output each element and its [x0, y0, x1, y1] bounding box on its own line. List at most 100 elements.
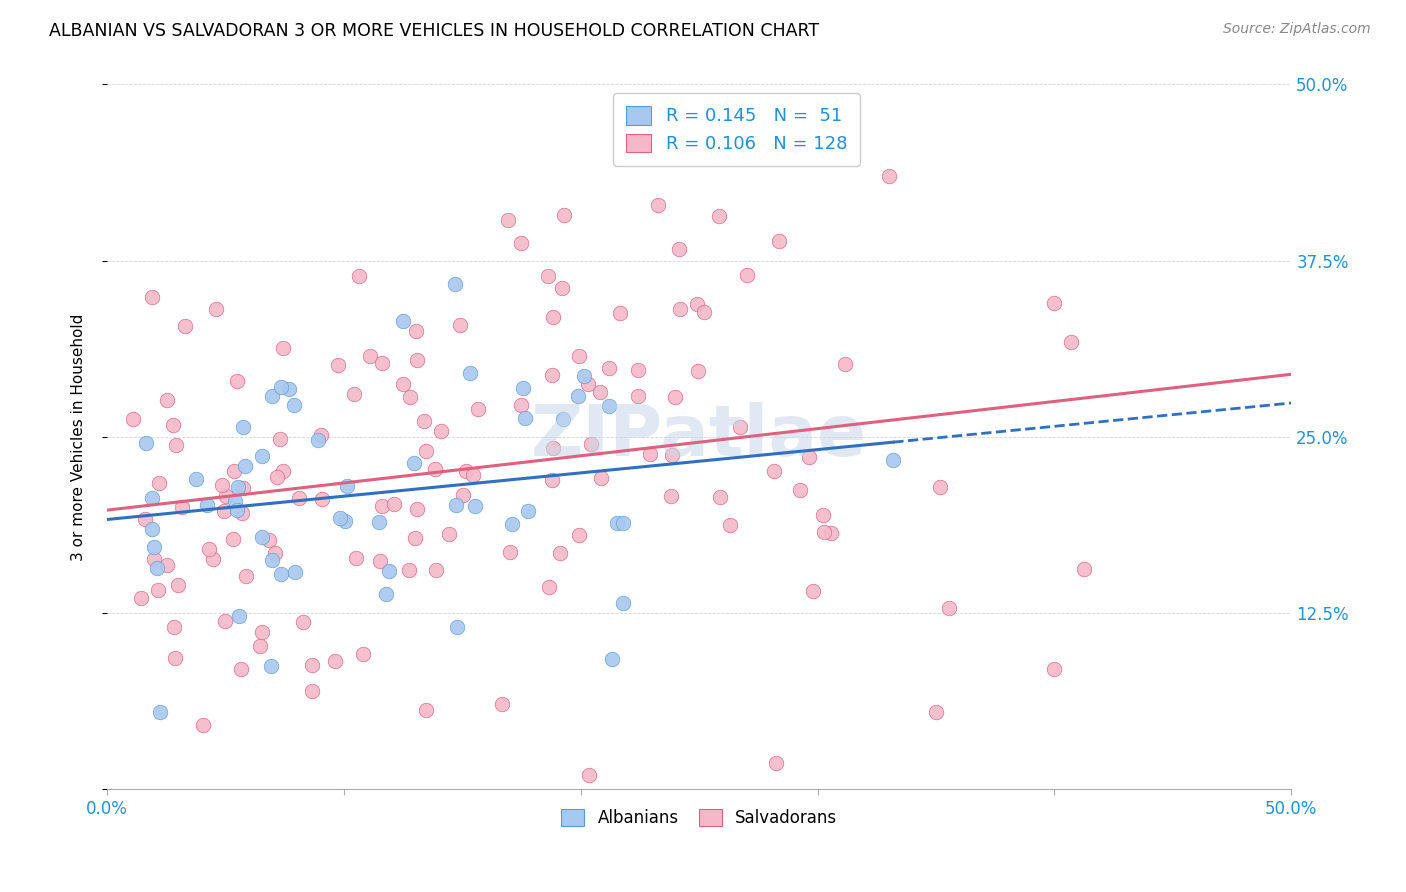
Point [344, 550, 367, 565]
Point [444, 277, 467, 292]
Point [568, 528, 591, 542]
Point [391, 377, 413, 392]
Point [425, 563, 447, 577]
Point [406, 352, 429, 367]
Point [231, 506, 253, 520]
Point [174, 319, 197, 334]
Point [763, 464, 786, 478]
Point [186, 472, 208, 486]
Point [336, 479, 359, 493]
Point [266, 470, 288, 484]
Point [328, 358, 350, 372]
Point [311, 491, 333, 506]
Point [392, 313, 415, 327]
Point [270, 380, 292, 394]
Point [398, 390, 420, 404]
Point [453, 488, 475, 502]
Point [437, 527, 460, 541]
Point [491, 697, 513, 711]
Point [269, 432, 291, 446]
Point [224, 494, 246, 508]
Point [135, 435, 157, 450]
Point [205, 301, 228, 316]
Point [301, 658, 323, 673]
Point [165, 651, 187, 665]
Point [567, 389, 589, 403]
Point [329, 511, 352, 525]
Point [257, 533, 280, 547]
Point [271, 341, 294, 355]
Text: ALBANIAN VS SALVADORAN 3 OR MORE VEHICLES IN HOUSEHOLD CORRELATION CHART: ALBANIAN VS SALVADORAN 3 OR MORE VEHICLE… [49, 22, 820, 40]
Point [228, 608, 250, 623]
Point [551, 280, 574, 294]
Point [458, 366, 481, 380]
Point [612, 516, 634, 530]
Point [226, 374, 249, 388]
Point [172, 500, 194, 514]
Point [405, 324, 427, 338]
Point [413, 414, 436, 428]
Point [165, 438, 187, 452]
Point [375, 586, 398, 600]
Y-axis label: 3 or more Vehicles in Household: 3 or more Vehicles in Household [72, 313, 86, 560]
Point [347, 269, 370, 284]
Point [134, 512, 156, 526]
Point [378, 564, 401, 578]
Point [148, 475, 170, 490]
Point [543, 441, 565, 455]
Point [882, 453, 904, 467]
Point [211, 477, 233, 491]
Point [579, 437, 602, 451]
Point [578, 768, 600, 782]
Point [541, 368, 564, 383]
Point [664, 391, 686, 405]
Point [260, 659, 283, 673]
Point [464, 499, 486, 513]
Point [820, 526, 842, 541]
Legend: Albanians, Salvadorans: Albanians, Salvadorans [554, 802, 844, 834]
Point [707, 209, 730, 223]
Point [301, 684, 323, 698]
Point [214, 615, 236, 629]
Point [195, 499, 218, 513]
Point [229, 662, 252, 676]
Point [517, 503, 540, 517]
Point [647, 198, 669, 212]
Point [496, 213, 519, 227]
Point [765, 756, 787, 770]
Point [1060, 334, 1083, 349]
Point [627, 362, 650, 376]
Point [156, 558, 179, 572]
Point [271, 464, 294, 478]
Point [406, 501, 429, 516]
Point [232, 481, 254, 495]
Point [537, 580, 560, 594]
Point [235, 568, 257, 582]
Point [283, 398, 305, 412]
Point [224, 464, 246, 478]
Point [146, 561, 169, 575]
Point [278, 382, 301, 396]
Point [553, 208, 575, 222]
Point [499, 545, 522, 559]
Point [262, 552, 284, 566]
Point [461, 468, 484, 483]
Point [501, 517, 523, 532]
Point [201, 551, 224, 566]
Point [797, 450, 820, 464]
Point [250, 624, 273, 639]
Point [541, 473, 564, 487]
Point [249, 639, 271, 653]
Point [1073, 562, 1095, 576]
Point [598, 399, 620, 413]
Point [813, 508, 835, 522]
Point [143, 541, 166, 555]
Point [398, 563, 420, 577]
Point [235, 458, 257, 473]
Point [925, 705, 948, 719]
Point [589, 385, 612, 400]
Point [446, 619, 468, 633]
Point [167, 578, 190, 592]
Point [600, 652, 623, 666]
Point [129, 591, 152, 605]
